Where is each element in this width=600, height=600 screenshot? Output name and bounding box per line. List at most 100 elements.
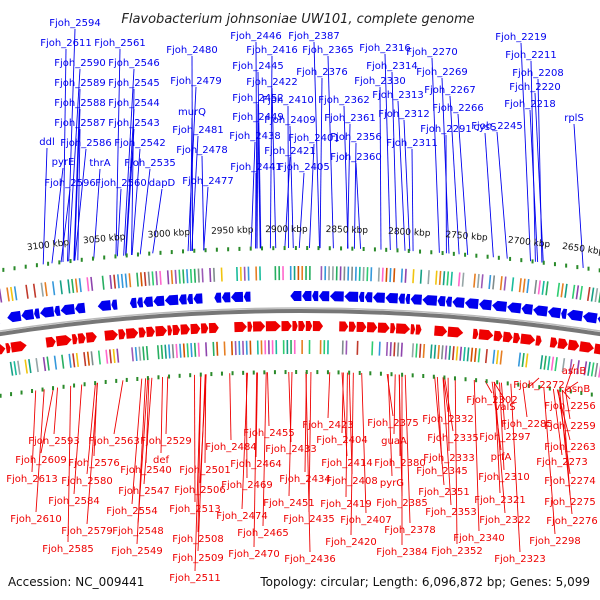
scale-dot-outer: [136, 252, 139, 257]
label-connector: [115, 48, 121, 257]
gene-label: cysS: [474, 122, 497, 133]
gene-label: Fjoh_2441: [230, 162, 281, 173]
reverse-gene-arrow: [10, 341, 27, 353]
scale-dot-inner: [590, 392, 593, 397]
gene-label: Fjoh_2311: [386, 138, 437, 149]
forward-gene-arrow: [290, 291, 302, 302]
gene-label: Fjoh_2509: [172, 553, 223, 564]
scale-dot-inner: [242, 370, 245, 375]
reverse-cog-bar: [429, 344, 433, 359]
scale-dot-outer: [91, 256, 94, 261]
forward-gene-arrow: [521, 303, 534, 315]
label-connector: [442, 377, 449, 413]
label-connector: [125, 108, 135, 256]
reverse-cog-bar: [440, 345, 444, 360]
label-connector: [564, 390, 571, 420]
scale-dot-outer: [553, 262, 556, 267]
reverse-cog-bar: [138, 346, 142, 361]
gene-label: Fjoh_2455: [243, 428, 294, 439]
label-connector: [203, 186, 209, 251]
forward-cog-bar: [140, 272, 143, 287]
forward-cog-bar: [10, 286, 14, 301]
forward-cog-bar: [594, 288, 599, 303]
kbp-tick-label: 2700 kbp: [507, 236, 551, 251]
reverse-cog-bar: [550, 356, 555, 371]
reverse-cog-bar: [53, 355, 58, 370]
reverse-cog-bar: [389, 342, 392, 357]
forward-cog-bar: [101, 275, 105, 290]
label-connector: [74, 148, 87, 261]
scale-dot-inner: [199, 372, 202, 377]
reverse-gene-arrow: [190, 323, 201, 335]
forward-gene-arrow: [547, 307, 562, 319]
forward-gene-arrow: [60, 303, 75, 315]
forward-cog-bar: [492, 275, 496, 290]
gene-label: thrA: [89, 158, 110, 169]
forward-gene-arrow: [54, 305, 61, 317]
label-connector: [431, 57, 440, 253]
gene-label: Fjoh_2274: [544, 476, 595, 487]
reverse-gene-arrow: [45, 336, 56, 348]
label-connector: [411, 148, 414, 252]
gene-label: Fjoh_2477: [182, 176, 233, 187]
reverse-gene-arrow: [520, 333, 536, 345]
scale-dot-inner: [369, 371, 372, 376]
scale-dot-inner: [83, 382, 86, 387]
scale-dot-outer: [193, 248, 196, 253]
scale-dot-inner: [73, 383, 76, 388]
reverse-gene-arrow: [281, 321, 292, 332]
reverse-cog-bar: [17, 360, 21, 375]
label-connector: [397, 100, 406, 251]
gene-label: Fjoh_2546: [108, 58, 159, 69]
scale-dot-outer: [283, 246, 286, 251]
scale-dot-outer: [520, 258, 523, 263]
label-connector: [559, 389, 573, 515]
forward-cog-bar: [586, 286, 591, 302]
label-connector: [552, 388, 563, 456]
scale-dot-inner: [548, 386, 551, 391]
label-connector: [313, 41, 320, 249]
label-connector: [194, 374, 196, 503]
gene-label: Fjoh_2316: [359, 43, 410, 54]
reverse-gene-arrow: [472, 328, 479, 340]
reverse-gene-arrow: [535, 335, 542, 346]
forward-gene-arrow: [329, 291, 344, 302]
gene-label: Fjoh_2404: [316, 435, 367, 446]
forward-cog-bar: [503, 276, 507, 291]
label-connector: [361, 372, 367, 514]
gene-label: Fjoh_2547: [118, 486, 169, 497]
label-connector: [62, 48, 67, 262]
gene-label: Fjoh_2362: [318, 95, 369, 106]
reverse-cog-bar: [68, 353, 72, 368]
reverse-cog-bar: [484, 349, 488, 364]
scale-dot-outer: [272, 246, 275, 251]
label-connector: [67, 385, 72, 543]
reverse-gene-arrow: [579, 341, 594, 353]
label-connector: [77, 128, 81, 261]
scale-dot-outer: [497, 255, 500, 260]
reverse-gene-arrow: [55, 335, 72, 347]
forward-cog-bar: [189, 268, 193, 284]
label-connector: [131, 378, 143, 505]
forward-gene-arrow: [561, 308, 568, 320]
forward-cog-bar: [427, 270, 430, 285]
kbp-tick-label: 2800 kbp: [388, 227, 431, 239]
gene-label: Fjoh_2470: [228, 549, 279, 560]
reverse-cog-bar: [205, 342, 208, 357]
forward-gene-arrow: [597, 316, 600, 323]
reverse-cog-bar: [499, 350, 503, 365]
forward-cog-bar: [113, 274, 117, 289]
scale-dot-outer: [452, 251, 455, 256]
scale-dot-outer: [24, 264, 27, 269]
gene-label: Fjoh_2576: [68, 458, 119, 469]
gene-label: ddl: [39, 137, 54, 148]
label-connector: [537, 78, 543, 263]
reverse-cog-bar: [459, 346, 463, 361]
label-connector: [116, 188, 122, 257]
label-connector: [353, 142, 357, 249]
forward-gene-arrow: [178, 294, 187, 305]
gene-label: Fjoh_2481: [172, 125, 223, 136]
scale-dot-inner: [559, 387, 562, 392]
label-connector: [40, 387, 54, 454]
scale-dot-outer: [261, 246, 264, 251]
